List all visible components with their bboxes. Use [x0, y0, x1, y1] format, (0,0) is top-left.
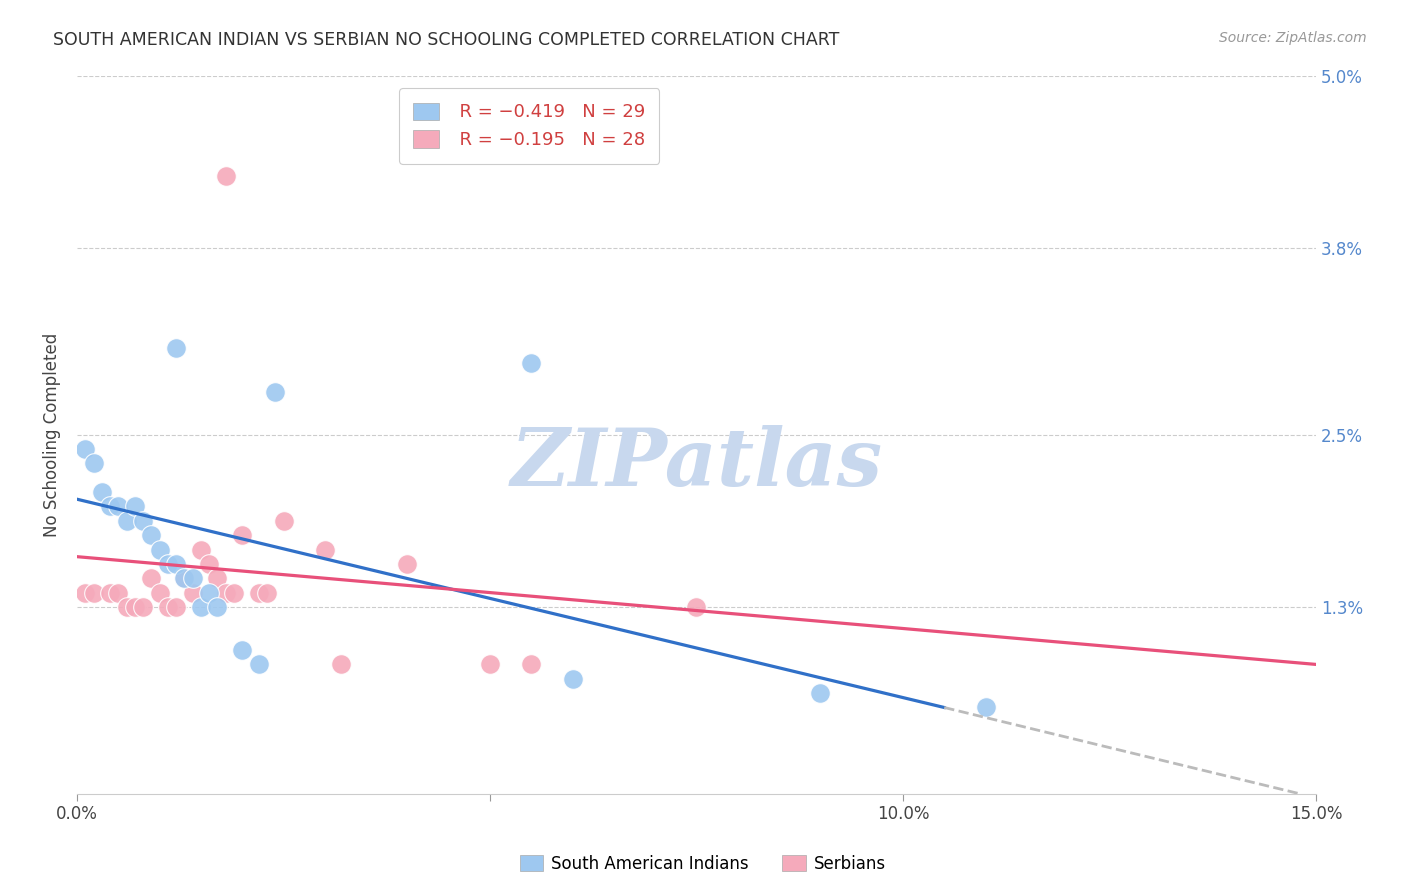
Point	[173, 571, 195, 585]
Point	[141, 571, 163, 585]
Legend: South American Indians, Serbians: South American Indians, Serbians	[513, 848, 893, 880]
Point	[156, 557, 179, 571]
Text: Source: ZipAtlas.com: Source: ZipAtlas.com	[1219, 31, 1367, 45]
Point	[173, 571, 195, 585]
Y-axis label: No Schooling Completed: No Schooling Completed	[44, 333, 60, 537]
Point	[273, 514, 295, 528]
Point	[83, 585, 105, 599]
Text: SOUTH AMERICAN INDIAN VS SERBIAN NO SCHOOLING COMPLETED CORRELATION CHART: SOUTH AMERICAN INDIAN VS SERBIAN NO SCHO…	[53, 31, 839, 49]
Point	[149, 585, 172, 599]
Point	[207, 599, 229, 614]
Legend:   R = −0.419   N = 29,   R = −0.195   N = 28: R = −0.419 N = 29, R = −0.195 N = 28	[399, 88, 659, 163]
Point	[124, 599, 146, 614]
Point	[165, 599, 187, 614]
Point	[190, 599, 212, 614]
Point	[181, 585, 204, 599]
Point	[685, 599, 707, 614]
Point	[181, 571, 204, 585]
Point	[98, 500, 121, 514]
Point	[520, 657, 543, 672]
Point	[149, 542, 172, 557]
Point	[247, 657, 270, 672]
Point	[198, 557, 221, 571]
Point	[83, 456, 105, 470]
Point	[231, 528, 253, 542]
Point	[215, 169, 238, 183]
Point	[190, 542, 212, 557]
Point	[256, 585, 278, 599]
Point	[479, 657, 502, 672]
Point	[98, 585, 121, 599]
Point	[215, 585, 238, 599]
Point	[974, 700, 997, 714]
Point	[107, 585, 129, 599]
Point	[561, 672, 583, 686]
Point	[115, 599, 138, 614]
Point	[132, 514, 155, 528]
Point	[124, 500, 146, 514]
Point	[141, 528, 163, 542]
Point	[165, 557, 187, 571]
Point	[231, 643, 253, 657]
Point	[207, 571, 229, 585]
Point	[75, 442, 97, 456]
Point	[247, 585, 270, 599]
Point	[222, 585, 245, 599]
Point	[156, 599, 179, 614]
Point	[107, 500, 129, 514]
Point	[198, 585, 221, 599]
Point	[115, 514, 138, 528]
Point	[165, 342, 187, 356]
Point	[90, 485, 112, 500]
Point	[75, 585, 97, 599]
Text: ZIPatlas: ZIPatlas	[510, 425, 883, 502]
Point	[132, 599, 155, 614]
Point	[396, 557, 419, 571]
Point	[264, 384, 287, 399]
Point	[314, 542, 336, 557]
Point	[330, 657, 353, 672]
Point	[520, 356, 543, 370]
Point	[808, 686, 831, 700]
